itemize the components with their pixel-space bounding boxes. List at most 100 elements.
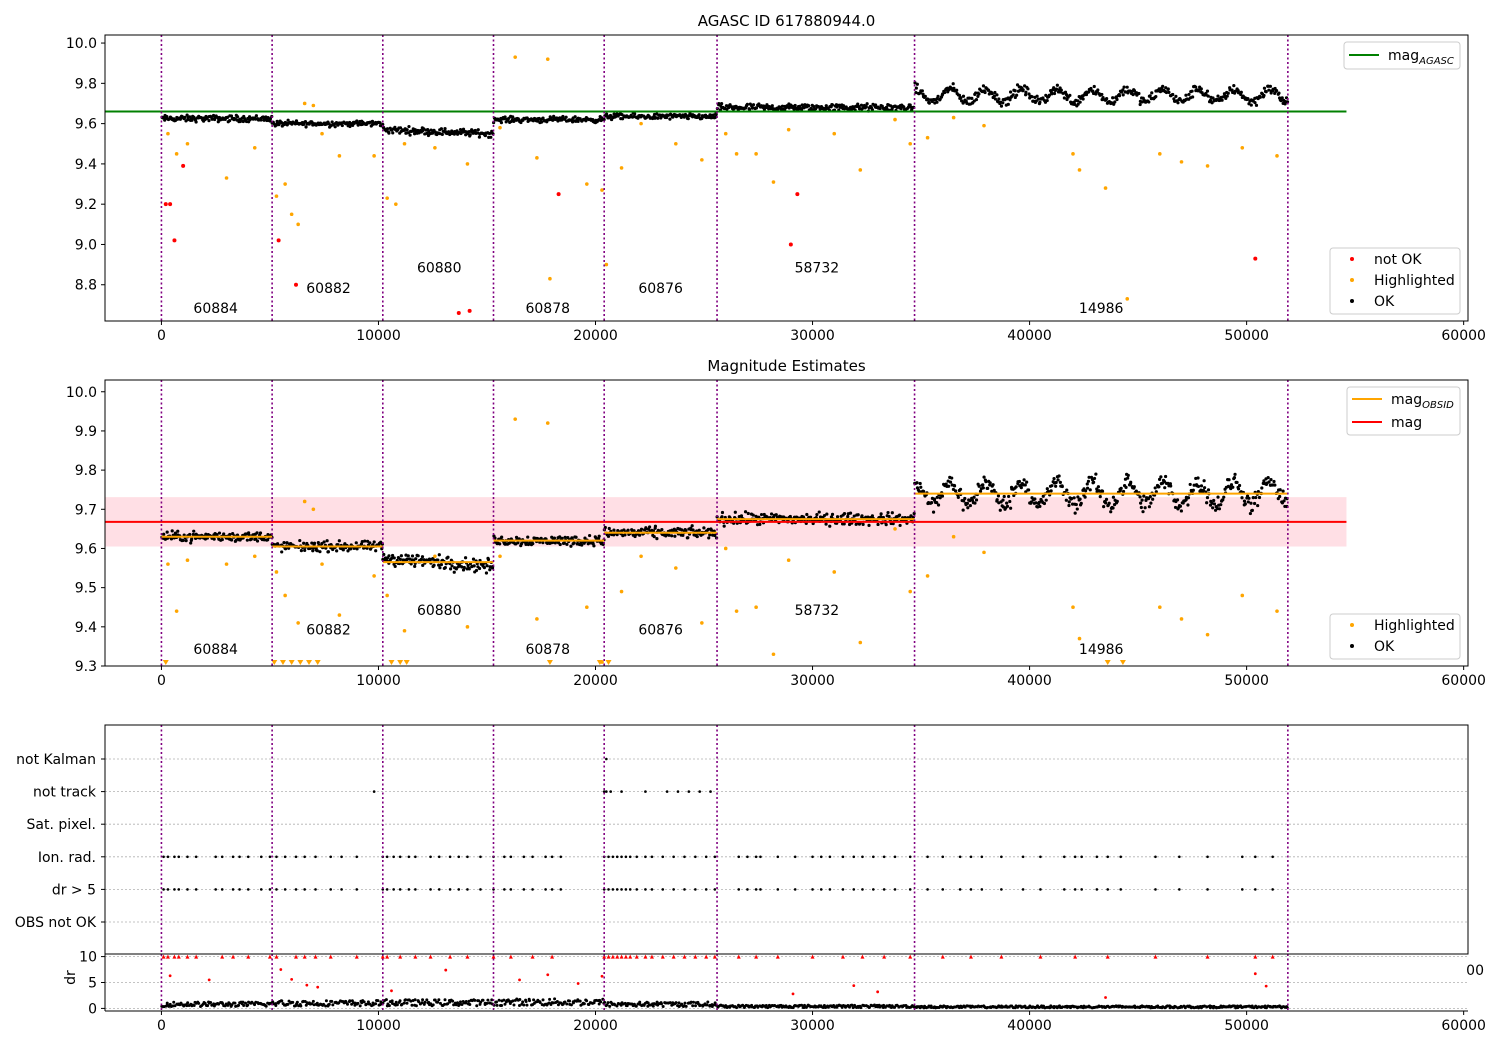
- dr-ok-point: [253, 1003, 257, 1007]
- highlighted-point: [700, 158, 704, 162]
- ok-point: [717, 101, 721, 106]
- x-tick-label: 30000: [790, 673, 835, 689]
- obsid-label: 60884: [193, 301, 238, 317]
- ok-point: [1199, 488, 1203, 492]
- dr-ok-point: [384, 998, 388, 1002]
- dr-ok-point: [468, 1002, 472, 1006]
- obsid-label: 60880: [417, 603, 462, 619]
- ok-point: [959, 99, 964, 103]
- ok-point: [258, 531, 263, 535]
- ok-point: [842, 522, 846, 526]
- flag-point: [609, 790, 612, 793]
- flag-category-label: not track: [33, 785, 97, 801]
- dr-not-ok-point: [600, 974, 604, 978]
- highlighted-point: [252, 145, 257, 150]
- ok-point: [408, 133, 412, 137]
- highlighted-point: [908, 141, 913, 146]
- ok-point: [526, 535, 530, 539]
- ok-point: [1009, 506, 1013, 510]
- ok-point: [720, 510, 725, 515]
- highlighted-point: [1077, 636, 1082, 641]
- ok-point: [405, 557, 409, 561]
- ok-point: [1060, 484, 1064, 489]
- ok-point: [1019, 486, 1023, 490]
- dr-ok-point: [525, 1003, 529, 1007]
- ok-point: [1164, 474, 1168, 479]
- ok-point: [918, 481, 922, 486]
- flag-point: [214, 888, 217, 891]
- dr-clipped-marker: [682, 954, 687, 959]
- flag-point: [624, 888, 628, 891]
- flag-point: [1254, 888, 1257, 891]
- highlighted-point: [585, 605, 589, 610]
- flag-category-label: Sat. pixel.: [27, 817, 96, 833]
- ok-point: [1005, 501, 1009, 505]
- ok-point: [1001, 498, 1005, 502]
- highlighted-point: [289, 212, 294, 217]
- ok-point: [235, 115, 240, 119]
- dr-ok-point: [651, 1004, 655, 1008]
- ok-point: [487, 131, 492, 136]
- obsid-label: 14986: [1079, 301, 1124, 317]
- y-tick-label: 5: [88, 976, 97, 992]
- ok-point: [1257, 495, 1262, 500]
- dr-ok-point: [532, 998, 536, 1002]
- dr-ok-point: [929, 1005, 933, 1009]
- ok-point: [162, 532, 166, 536]
- ok-point: [809, 515, 813, 519]
- ok-point: [315, 549, 319, 553]
- dr-clipped-marker: [508, 954, 513, 959]
- ok-point: [1252, 501, 1257, 506]
- ok-point: [572, 541, 576, 545]
- ok-point: [938, 496, 942, 500]
- obsid-label: 60876: [638, 623, 683, 639]
- obsid-label: 60882: [306, 281, 351, 297]
- ok-point: [1229, 483, 1234, 487]
- dr-not-ok-point: [290, 977, 294, 981]
- ok-point: [1178, 504, 1183, 508]
- highlighted-point: [1275, 154, 1279, 158]
- dr-not-ok-point: [390, 989, 393, 993]
- x-tick-label: 50000: [1224, 1018, 1269, 1034]
- ok-point: [294, 119, 299, 123]
- ok-point: [1267, 88, 1271, 92]
- ok-point: [977, 484, 981, 488]
- ok-point: [1225, 94, 1229, 98]
- dr-ok-point: [569, 1003, 573, 1007]
- y-tick-label: 0: [88, 1001, 97, 1017]
- highlighted-point: [858, 640, 863, 645]
- flag-point: [811, 855, 814, 859]
- ok-point: [633, 112, 637, 116]
- highlighted-point: [600, 188, 604, 192]
- dr-clipped-marker: [530, 954, 535, 959]
- ok-point: [387, 131, 391, 135]
- flag-point: [941, 855, 945, 859]
- dr-ok-point: [634, 1004, 638, 1008]
- ok-point: [708, 533, 712, 537]
- ok-point: [1224, 96, 1228, 101]
- ok-point: [280, 550, 284, 554]
- ok-point: [1192, 483, 1196, 487]
- flag-point: [448, 888, 452, 891]
- ok-point: [935, 100, 939, 104]
- ok-point: [961, 508, 965, 512]
- ok-point: [1008, 98, 1012, 102]
- dr-ok-point: [473, 998, 477, 1002]
- dr-clipped-marker: [1073, 954, 1078, 959]
- dr-ok-point: [691, 1004, 695, 1008]
- dr-ok-point: [446, 1002, 450, 1006]
- highlighted-point: [252, 554, 257, 559]
- ok-point: [885, 107, 889, 111]
- ok-point: [330, 120, 334, 124]
- dr-ok-point: [668, 1001, 672, 1005]
- ok-point: [207, 119, 211, 123]
- ok-point: [204, 532, 208, 536]
- ok-point: [914, 91, 918, 95]
- flag-point: [1254, 855, 1257, 859]
- ok-point: [1085, 486, 1090, 490]
- obsid-label: 60880: [417, 261, 462, 277]
- clipped-point-marker: [306, 660, 313, 665]
- ok-point: [739, 514, 744, 518]
- dr-ok-point: [233, 1001, 237, 1005]
